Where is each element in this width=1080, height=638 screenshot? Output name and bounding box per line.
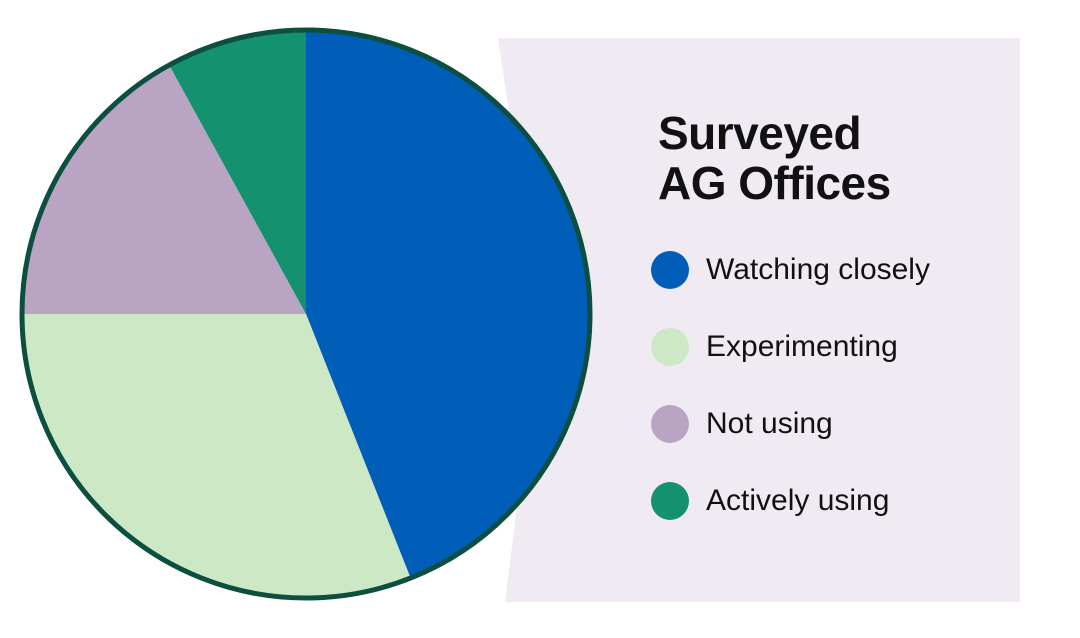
legend-swatch [651,405,689,443]
legend: Watching closely Experimenting Not using Ac… [651,251,930,520]
title-box: Surveyed AG Offices [658,108,891,209]
legend-label: Watching closely [706,253,930,286]
legend-swatch [651,482,689,520]
legend-label: Actively using [706,484,889,517]
legend-label: Not using [706,407,833,440]
pie-slice [306,30,590,579]
legend-panel [498,38,1020,602]
chart-title: Surveyed AG Offices [658,108,891,209]
pie-outline [19,27,593,601]
legend-swatch [651,251,689,289]
legend-label: Experimenting [706,330,898,363]
pie-slice [169,30,306,314]
pie [22,30,590,598]
legend-swatch [651,328,689,366]
